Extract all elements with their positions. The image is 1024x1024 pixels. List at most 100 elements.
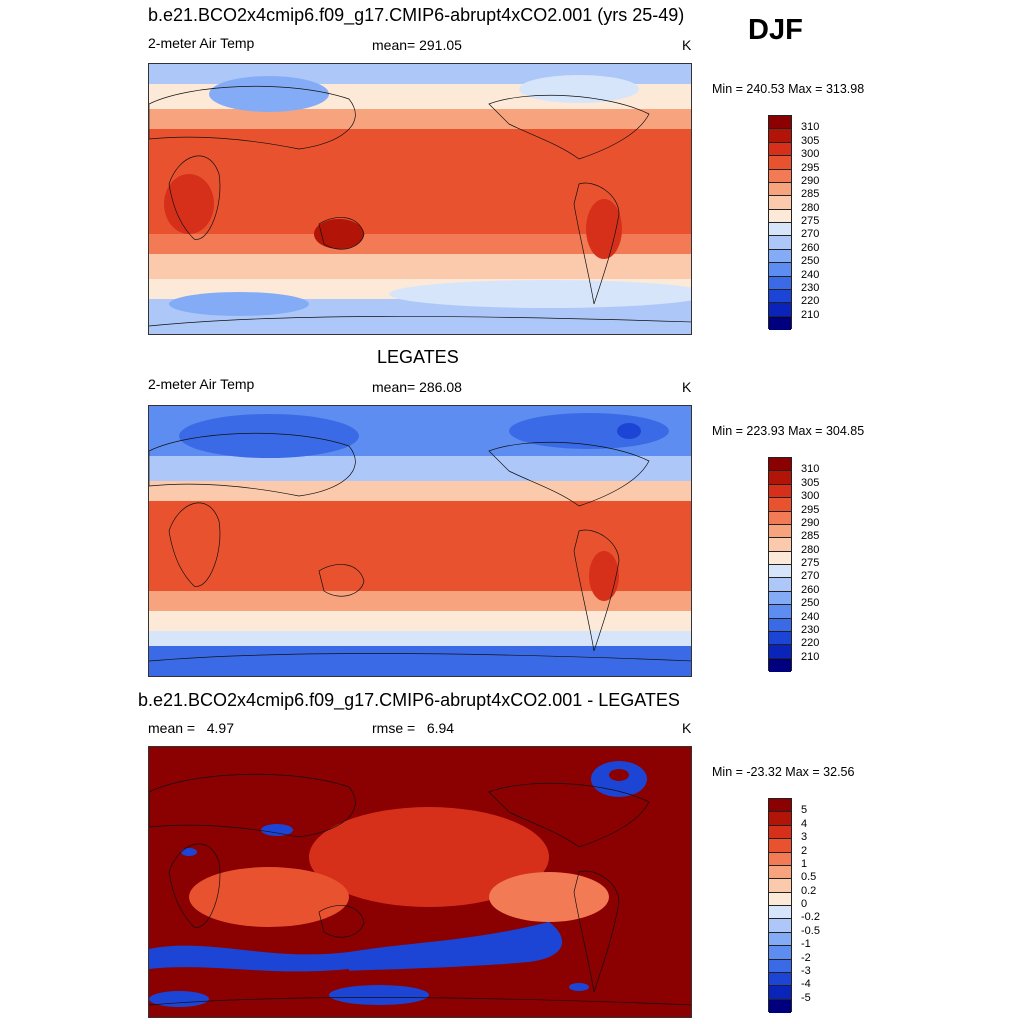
africa-outline [168, 843, 221, 928]
colorbar-box [769, 249, 791, 264]
panel2-colorbar [768, 457, 792, 672]
sh-cold-band [149, 631, 691, 646]
sh-midlat-band [149, 611, 691, 631]
panel3-title: b.e21.BCO2x4cmip6.f09_g17.CMIP6-abrupt4x… [138, 690, 680, 710]
colorbar-box [769, 972, 791, 987]
australia-outline [318, 217, 365, 250]
panel2-map [148, 405, 692, 677]
nh-midlat-band [149, 456, 691, 481]
colorbar-box [769, 799, 791, 813]
colorbar-tick-label: 0 [801, 898, 808, 910]
colorbar-box [769, 825, 791, 840]
antarctic-cold-3 [569, 983, 589, 991]
panel3-map-svg [149, 747, 691, 1017]
panel2-minmax: Min = 223.93 Max = 304.85 [712, 424, 865, 438]
panel2-map-svg [149, 406, 691, 676]
colorbar-box [769, 906, 791, 920]
colorbar-tick-label: 260 [801, 241, 820, 254]
colorbar-box [769, 209, 791, 223]
asia-cold [179, 414, 359, 458]
colorbar-tick-label: 295 [801, 503, 820, 516]
eurasia-outline [149, 432, 356, 497]
colorbar-box [769, 511, 791, 525]
panel1-map [148, 63, 692, 335]
colorbar-tick-label: 230 [801, 623, 820, 636]
sh-midlat-band [149, 254, 691, 279]
colorbar-box [769, 223, 791, 237]
caspian-cold [261, 824, 293, 836]
southamerica-outline [573, 182, 620, 305]
colorbar-box [769, 852, 791, 866]
colorbar-tick-label: -0.5 [801, 924, 820, 937]
nh-subtrop-band [149, 481, 691, 501]
colorbar-box [769, 578, 791, 592]
greenland-cold [617, 423, 641, 439]
colorbar-box [769, 551, 791, 565]
colorbar-tick-label: 310 [801, 121, 820, 134]
africa-hot [164, 174, 214, 234]
colorbar-tick-label: 300 [801, 148, 820, 161]
antarctica-outline [149, 316, 691, 327]
panel1-mean: mean= 291.05 [372, 37, 462, 53]
australia-outline [318, 905, 365, 938]
panel3-mean: mean = 4.97 [148, 720, 235, 736]
southamerica-hot [586, 199, 622, 259]
colorbar-box [769, 919, 791, 933]
colorbar-tick-label: 260 [801, 583, 820, 596]
colorbar-tick-label: 250 [801, 597, 820, 610]
colorbar-box [769, 129, 791, 143]
colorbar-tick-label: -2 [801, 951, 811, 964]
colorbar-tick-label: 240 [801, 268, 820, 281]
northamerica-cold [509, 413, 669, 449]
colorbar-box [769, 276, 791, 290]
antarctica-outline [149, 653, 691, 662]
panel1-colorbar [768, 115, 792, 330]
colorbar-box [769, 999, 791, 1013]
colorbar-box [769, 156, 791, 170]
small-cold [181, 848, 197, 856]
colorbar-tick-label: 275 [801, 215, 820, 227]
panel1-units: K [682, 37, 692, 53]
colorbar-box [769, 182, 791, 197]
colorbar-box [769, 263, 791, 277]
colorbar-tick-label: 290 [801, 174, 820, 187]
colorbar-tick-label: 300 [801, 490, 820, 503]
colorbar-box [769, 142, 791, 157]
colorbar-tick-label: -4 [801, 978, 811, 991]
colorbar-tick-label: 0.2 [801, 884, 817, 897]
colorbar-tick-label: 305 [801, 476, 820, 489]
colorbar-box [769, 565, 791, 579]
colorbar-box [769, 498, 791, 512]
colorbar-box [769, 932, 791, 947]
australia-hot [314, 219, 364, 249]
panel1-map-svg [149, 64, 691, 334]
africa-outline [168, 502, 221, 587]
colorbar-tick-label: 275 [801, 557, 820, 569]
panel1-title: b.e21.BCO2x4cmip6.f09_g17.CMIP6-abrupt4x… [148, 5, 685, 25]
colorbar-tick-label: -0.2 [801, 911, 820, 924]
panel2-variable-label: 2-meter Air Temp [148, 376, 255, 392]
colorbar-box [769, 812, 791, 826]
season-label: DJF [748, 14, 803, 46]
colorbar-tick-label: 230 [801, 281, 820, 294]
colorbar-box [769, 236, 791, 250]
colorbar-tick-label: 1 [801, 857, 808, 870]
colorbar-tick-label: 305 [801, 134, 820, 147]
northamerica-outline [488, 782, 650, 848]
colorbar-tick-label: 3 [801, 831, 808, 844]
eurasia-outline [149, 85, 356, 150]
colorbar-tick-label: 290 [801, 516, 820, 529]
greenland-center [609, 769, 629, 781]
colorbar-box [769, 169, 791, 183]
antarctic-cold-2 [149, 991, 209, 1007]
colorbar-box [769, 458, 791, 472]
colorbar-box [769, 484, 791, 499]
sh-subtrop-band [149, 591, 691, 611]
panel3-colorbar [768, 798, 792, 1013]
colorbar-tick-label: 220 [801, 637, 820, 650]
colorbar-box [769, 618, 791, 632]
colorbar-tick-label: 285 [801, 530, 820, 543]
southamerica-hot [589, 551, 619, 601]
panel3-map [148, 746, 692, 1018]
northamerica-cold [519, 75, 639, 103]
